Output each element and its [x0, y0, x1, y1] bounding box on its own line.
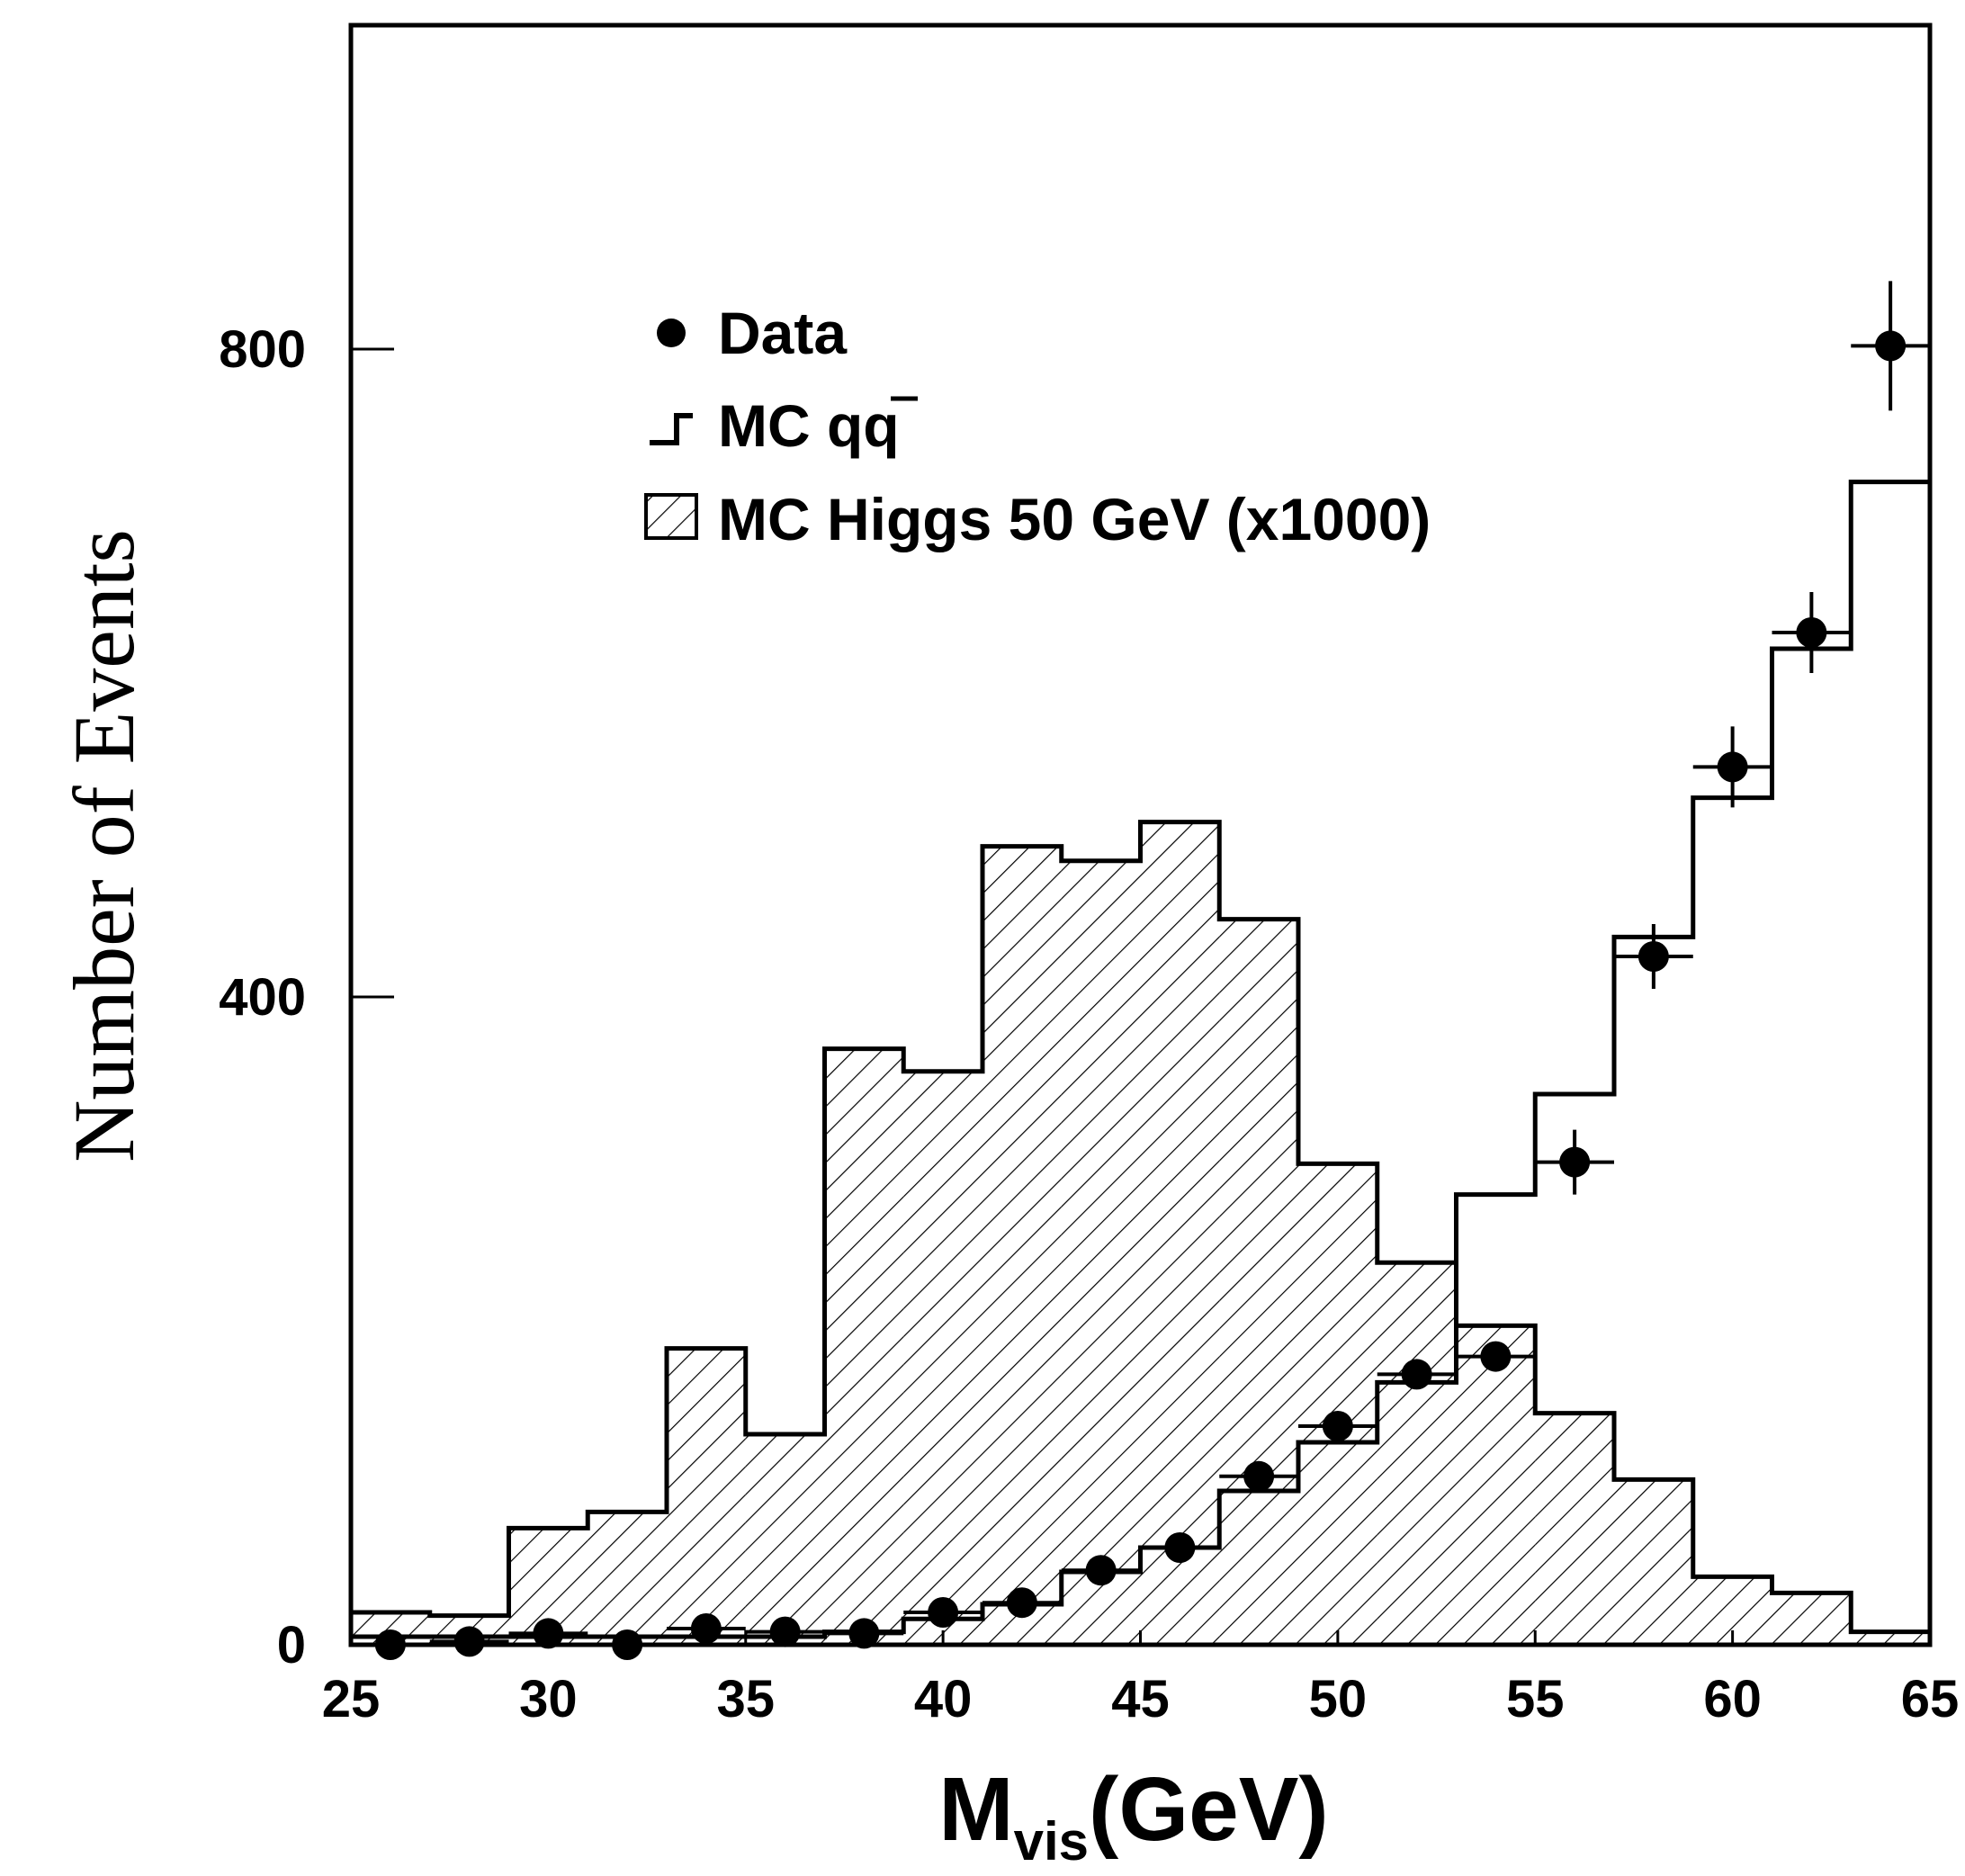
x-tick-label: 35	[716, 1670, 775, 1728]
data-point	[1480, 1341, 1512, 1372]
higgs-bar	[1140, 821, 1220, 1645]
higgs-bar	[745, 1434, 825, 1645]
data-point	[1322, 1411, 1353, 1441]
data-point	[1006, 1587, 1037, 1619]
x-tick-label: 25	[322, 1670, 381, 1728]
data-point	[1085, 1555, 1117, 1586]
axis-ticks: 25 30 35 40 45 50 55 60 65 0 400 800	[219, 320, 1959, 1728]
higgs-bar	[903, 1071, 982, 1645]
higgs-bar	[1298, 1163, 1377, 1645]
y-tick-label: 400	[219, 968, 306, 1027]
y-tick-label: 800	[219, 320, 306, 379]
data-point	[1638, 941, 1669, 972]
higgs-bar	[1456, 1325, 1536, 1645]
higgs-bar	[1851, 1631, 1930, 1645]
data-point	[1875, 330, 1907, 362]
data-point	[1164, 1532, 1196, 1563]
legend-hatch-symbol	[644, 493, 698, 540]
x-tick-label: 30	[519, 1670, 578, 1728]
data-point	[769, 1616, 801, 1647]
higgs-bar	[982, 846, 1062, 1645]
legend: Data MC qq MC Higgs 50 GeV (x1000)	[644, 300, 1431, 552]
y-tick-label: 0	[277, 1616, 306, 1674]
x-tick-label: 65	[1901, 1670, 1960, 1728]
higgs-bar	[1535, 1413, 1614, 1645]
x-tick-label: 50	[1309, 1670, 1368, 1728]
data-point	[453, 1626, 485, 1657]
higgs-bar	[1061, 860, 1141, 1645]
x-tick-label: 40	[914, 1670, 973, 1728]
legend-mc-qq-label: MC qq	[718, 392, 900, 459]
data-point	[1243, 1460, 1275, 1492]
x-tick-label: 45	[1111, 1670, 1170, 1728]
data-point	[1717, 751, 1748, 783]
higgs-bar	[667, 1348, 746, 1645]
legend-step-symbol	[650, 413, 693, 445]
x-tick-label: 60	[1703, 1670, 1762, 1728]
plot-area	[348, 281, 1933, 1660]
data-point	[1796, 617, 1827, 648]
y-axis-label: Number of Events	[56, 529, 152, 1162]
higgs-bar	[1772, 1593, 1852, 1645]
x-axis-label: Mvis(GeV)	[938, 1759, 1328, 1872]
data-point	[1559, 1146, 1591, 1178]
higgs-bar	[588, 1512, 667, 1645]
data-point	[848, 1618, 880, 1649]
data-point	[1401, 1359, 1432, 1390]
legend-data-label: Data	[718, 300, 848, 366]
x-tick-label: 55	[1506, 1670, 1565, 1728]
legend-higgs-label: MC Higgs 50 GeV (x1000)	[718, 486, 1431, 552]
higgs-bar	[824, 1048, 904, 1645]
data-point	[690, 1613, 722, 1644]
higgs-bar	[1377, 1262, 1457, 1645]
higgs-outline	[348, 820, 1933, 1645]
higgs-bar	[1219, 919, 1298, 1645]
higgs-bar	[1614, 1479, 1693, 1645]
data-point	[928, 1597, 959, 1628]
legend-data-marker	[657, 319, 686, 347]
